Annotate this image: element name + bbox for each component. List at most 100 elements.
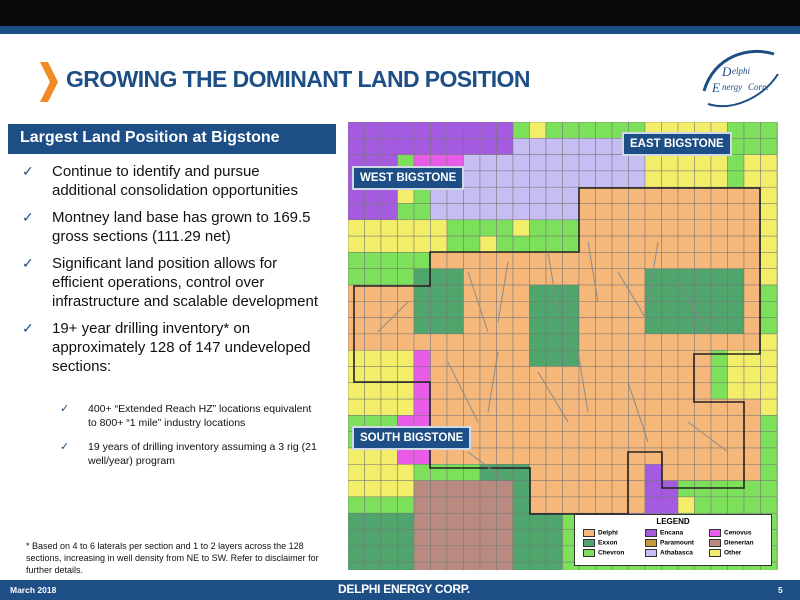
map-cell-dienerian xyxy=(413,496,431,514)
map-cell-delphi xyxy=(529,496,547,514)
map-cell-exxon xyxy=(348,561,365,570)
map-cell-cenovus xyxy=(413,398,431,416)
map-cell-delphi xyxy=(512,268,530,286)
map-cell-delphi xyxy=(479,447,497,465)
map-cell-exxon xyxy=(562,317,580,335)
svg-text:D: D xyxy=(721,64,732,79)
map-cell-chevron xyxy=(413,203,431,221)
well-trace xyxy=(687,421,729,453)
map-cell-chevron xyxy=(578,122,596,139)
map-cell-athabasca xyxy=(545,138,563,155)
map-cell-delphi xyxy=(661,398,679,416)
map-cell-exxon xyxy=(710,317,728,335)
map-cell-delphi xyxy=(710,464,728,481)
map-cell-delphi xyxy=(694,252,712,269)
map-cell-dienerian xyxy=(463,496,481,514)
map-cell-exxon xyxy=(529,545,547,563)
map-cell-chevron xyxy=(348,252,365,269)
map-cell-exxon xyxy=(512,512,530,530)
map-cell-other xyxy=(743,154,761,172)
map-cell-exxon xyxy=(446,317,464,335)
map-cell-delphi xyxy=(727,252,745,269)
map-cell-other xyxy=(760,268,778,286)
map-cell-delphi xyxy=(661,431,679,449)
map-cell-exxon xyxy=(727,268,745,286)
map-cell-exxon xyxy=(694,301,712,318)
map-cell-dienerian xyxy=(413,480,431,498)
legend-swatch xyxy=(709,549,721,557)
map-cell-other xyxy=(397,366,415,384)
map-cell-exxon xyxy=(364,512,382,530)
map-cell-delphi xyxy=(661,186,679,204)
map-cell-delphi xyxy=(743,203,761,221)
map-cell-delphi xyxy=(727,186,745,204)
map-cell-chevron xyxy=(562,561,580,570)
legend-swatch xyxy=(645,549,657,557)
map-cell-delphi xyxy=(661,235,679,253)
map-cell-dienerian xyxy=(463,512,481,530)
map-cell-delphi xyxy=(595,464,613,481)
map-cell-delphi xyxy=(512,447,530,465)
map-cell-encana xyxy=(364,122,382,139)
map-cell-exxon xyxy=(545,545,563,563)
map-cell-delphi xyxy=(727,235,745,253)
map-cell-chevron xyxy=(545,219,563,237)
map-cell-delphi xyxy=(529,398,547,416)
map-cell-delphi xyxy=(578,186,596,204)
map-cell-dienerian xyxy=(446,545,464,563)
map-cell-exxon xyxy=(512,561,530,570)
map-cell-athabasca xyxy=(479,203,497,221)
map-cell-delphi xyxy=(446,333,464,351)
map-cell-delphi xyxy=(512,301,530,318)
map-cell-delphi xyxy=(694,235,712,253)
map-cell-exxon xyxy=(661,268,679,286)
map-cell-encana xyxy=(661,496,679,514)
map-cell-athabasca xyxy=(611,170,629,188)
legend-swatch xyxy=(583,549,595,557)
map-cell-delphi xyxy=(397,333,415,351)
map-cell-chevron xyxy=(446,464,464,481)
map-cell-exxon xyxy=(430,284,448,302)
map-cell-delphi xyxy=(512,333,530,351)
map-cell-delphi xyxy=(710,203,728,221)
map-cell-delphi xyxy=(479,252,497,269)
map-cell-delphi xyxy=(710,235,728,253)
map-cell-delphi xyxy=(545,366,563,384)
map-cell-chevron xyxy=(380,268,398,286)
well-trace xyxy=(627,381,649,443)
map-cell-other xyxy=(364,480,382,498)
map-cell-athabasca xyxy=(562,154,580,172)
map-cell-delphi xyxy=(677,464,695,481)
map-cell-delphi xyxy=(545,431,563,449)
map-cell-delphi xyxy=(595,447,613,465)
map-cell-chevron xyxy=(496,235,514,253)
map-cell-chevron xyxy=(694,496,712,514)
map-cell-other xyxy=(364,366,382,384)
map-cell-chevron xyxy=(710,349,728,367)
map-cell-athabasca xyxy=(545,170,563,188)
map-cell-exxon xyxy=(413,317,431,335)
map-cell-exxon xyxy=(364,561,382,570)
map-cell-chevron xyxy=(348,268,365,286)
map-cell-exxon xyxy=(661,284,679,302)
map-cell-delphi xyxy=(743,219,761,237)
map-cell-chevron xyxy=(397,268,415,286)
map-cell-dienerian xyxy=(446,496,464,514)
map-cell-chevron xyxy=(743,122,761,139)
map-cell-delphi xyxy=(743,464,761,481)
map-cell-exxon xyxy=(446,268,464,286)
map-cell-delphi xyxy=(661,333,679,351)
map-cell-delphi xyxy=(694,333,712,351)
map-cell-delphi xyxy=(578,447,596,465)
map-cell-other xyxy=(364,235,382,253)
map-cell-delphi xyxy=(578,252,596,269)
map-cell-delphi xyxy=(661,203,679,221)
map-cell-delphi xyxy=(430,447,448,465)
map-cell-delphi xyxy=(496,349,514,367)
map-cell-encana xyxy=(380,138,398,155)
map-cell-delphi xyxy=(578,431,596,449)
legend-swatch xyxy=(709,529,721,537)
map-cell-dienerian xyxy=(413,529,431,547)
map-cell-delphi xyxy=(545,268,563,286)
map-cell-delphi xyxy=(463,317,481,335)
